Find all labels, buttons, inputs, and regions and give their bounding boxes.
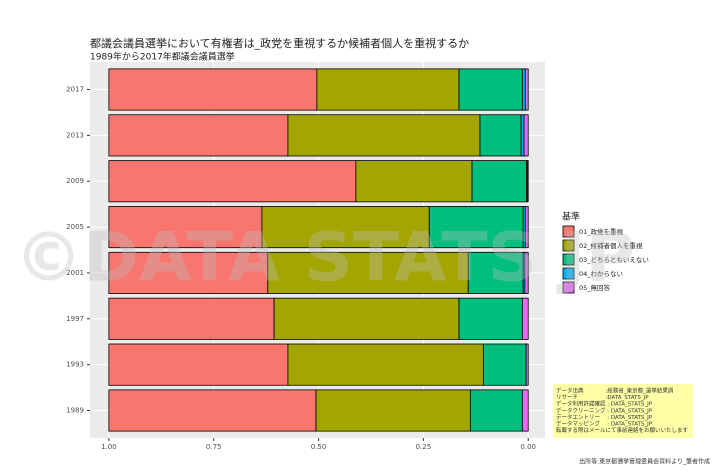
x-tick-label: 1.00 [101, 443, 117, 451]
y-tick-label: 1993 [66, 361, 84, 369]
x-tick-label: 0.00 [520, 443, 536, 451]
credit-line: リサーチ :DATA_STATS_JP [556, 394, 649, 401]
bar-segment [267, 251, 469, 294]
legend-label: 02_候補者個人を重視 [579, 241, 643, 250]
watermark: ©DATA STATS JP [15, 219, 636, 298]
bar-segment [261, 206, 430, 249]
legend-label: 04_わからない [579, 270, 623, 278]
bar-segment [108, 114, 289, 157]
x-tick-label: 0.50 [311, 443, 327, 451]
bar-segment [287, 114, 481, 157]
y-tick-label: 2001 [66, 269, 84, 277]
bar-segment [108, 206, 263, 249]
bar-segment [108, 160, 357, 203]
bar-segment [315, 389, 471, 432]
credit-line: データマッピング : DATA_STATS_JP [556, 420, 653, 428]
bar-segment [458, 297, 523, 340]
caption: 出所等:東京都選挙管理委員会資料より_筆者作成 [579, 458, 710, 466]
bar-segment [525, 343, 529, 386]
bar-segment [523, 114, 529, 157]
bar-segment [458, 68, 523, 111]
bar-segment [521, 297, 529, 340]
bar-segment [521, 68, 526, 111]
chart-title: 都議会議員選挙において有権者は_政党を重視するか候補者個人を重視するか [90, 36, 469, 50]
legend-swatch [562, 225, 575, 238]
bar-segment [355, 160, 473, 203]
x-tick-label: 0.75 [206, 443, 222, 451]
legend-swatch [562, 281, 575, 294]
credit-line: データ出典 :総務省_東京都_選挙結果調 [556, 387, 674, 395]
credit-line: データクリーニング : DATA_STATS_JP [556, 406, 653, 414]
bar-segment [316, 68, 460, 111]
bar-segment [108, 389, 317, 432]
bar-segment [526, 160, 529, 203]
legend-label: 05_無回答 [579, 283, 611, 292]
bar-segment [524, 68, 529, 111]
legend-label: 01_政党を重視 [579, 227, 624, 236]
bar-segment [467, 251, 524, 294]
legend-title: 基準 [562, 211, 580, 223]
bar-segment [428, 206, 524, 249]
y-tick-label: 2017 [66, 86, 84, 94]
y-tick-label: 1989 [66, 406, 84, 414]
y-tick-label: 1997 [66, 315, 84, 323]
bar-segment [108, 68, 318, 111]
legend-swatch [562, 239, 575, 252]
y-tick-label: 2005 [66, 223, 84, 231]
bar-segment [273, 297, 460, 340]
bar-segment [287, 343, 484, 386]
credit-line: データ利用許諾確認 : DATA_STATS_JP [556, 400, 653, 408]
legend-swatch [562, 253, 575, 266]
bar-segment [108, 297, 275, 340]
bar-segment [108, 343, 289, 386]
credits-box [553, 384, 693, 438]
bar-segment [469, 389, 523, 432]
bar-segment [520, 114, 525, 157]
legend-swatch [562, 267, 575, 280]
y-tick-label: 2013 [66, 131, 84, 139]
x-tick-label: 0.25 [416, 443, 432, 451]
credit-line: 転載する際はメールにて事前連絡をお願いいたします [556, 426, 689, 434]
bar-segment [524, 206, 529, 249]
bar-segment [482, 343, 527, 386]
credit-line: データエントリー : DATA_STATS_JP [556, 413, 653, 421]
bar-segment [521, 389, 529, 432]
bar-segment [471, 160, 527, 203]
bar-segment [479, 114, 522, 157]
legend-label: 03_どちらともいえない [579, 256, 649, 264]
chart-subtitle: 1989年から2017年都議会議員選挙 [90, 51, 235, 63]
bar-segment [524, 251, 529, 294]
y-tick-label: 2009 [66, 177, 84, 185]
